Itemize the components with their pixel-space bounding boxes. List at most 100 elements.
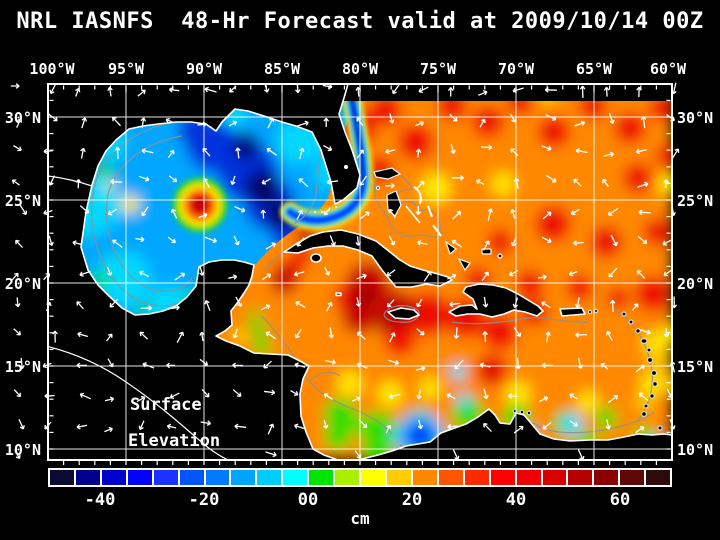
vector-arrow-icon [229,85,237,93]
vector-arrow-icon [75,179,82,189]
lesser-antilles-islands [512,308,663,431]
vector-arrow-icon [166,423,177,430]
vector-arrow-icon [608,112,615,124]
vector-arrow-icon [139,175,150,182]
vector-arrow-icon [232,389,242,397]
lon-tick: 70°W [497,60,535,78]
vector-arrow-icon [388,235,396,246]
colorbar-tick: 00 [297,490,319,510]
vector-arrow-icon [513,327,522,337]
colorbar [48,468,672,487]
vector-arrow-icon [15,239,24,249]
vector-arrow-icon [603,86,610,97]
vector-arrow-icon [451,174,464,181]
vector-arrow-icon [107,86,113,97]
lat-tick: 20°N [677,275,714,293]
vector-arrow-icon [16,118,23,128]
vector-arrow-icon [141,148,154,154]
vector-arrow-icon [265,331,276,340]
vector-arrow-icon [671,296,678,309]
vector-arrow-icon [447,87,454,97]
vector-arrow-icon [541,301,551,309]
lon-tick: 95°W [107,60,145,78]
vector-arrow-icon [482,331,488,342]
vector-arrow-icon [294,328,302,339]
colorbar-tick: 60 [609,490,631,510]
colorbar-cell [412,470,439,485]
colorbar-cell [594,470,621,485]
vector-arrow-icon [46,301,52,312]
vector-arrow-icon [452,210,462,220]
vector-arrow-icon [11,179,20,186]
vector-arrow-icon [569,393,578,400]
vector-arrow-icon [600,362,609,370]
lat-tick: 15°N [677,358,714,376]
colorbar-cell [179,470,206,485]
vector-arrow-icon [385,148,396,155]
vector-arrow-icon [355,297,362,307]
vector-arrow-icon [135,236,145,243]
vector-arrow-icon [140,305,152,311]
colorbar-cell [75,470,102,485]
latitude-axis-left: 30°N 25°N 20°N 15°N 10°N [0,84,45,460]
colorbar-cell [438,470,465,485]
vector-arrow-icon [416,389,422,400]
colorbar-cell [568,470,595,485]
vector-arrow-icon [293,271,305,277]
vector-arrow-icon [198,212,208,219]
vector-arrow-icon [389,332,396,343]
vector-arrow-icon [52,330,58,343]
vector-arrow-icon [43,272,51,281]
vector-arrow-icon [80,147,86,159]
vector-arrow-icon [573,178,582,187]
hispaniola-land [448,283,544,318]
vector-arrow-icon [294,362,306,368]
puerto-rico-land [559,307,586,317]
vector-arrow-icon [267,117,275,129]
vector-arrow-icon [76,362,87,369]
vector-arrow-icon [107,358,114,368]
lon-tick: 100°W [29,60,75,78]
vector-arrow-icon [663,179,669,189]
vector-arrow-icon [638,209,651,216]
vector-arrow-icon [603,151,614,158]
vector-arrow-icon [77,331,89,338]
isla-juventud-land [310,253,322,263]
vector-arrow-icon [262,273,272,281]
vector-arrow-icon [199,331,205,342]
colorbar-tick: 40 [505,490,527,510]
vector-arrow-icon [637,235,648,245]
vector-arrow-icon [545,331,551,343]
no-data-band [338,84,672,101]
vector-arrow-icon [356,273,367,280]
vector-arrow-icon [512,87,524,94]
vector-arrow-icon [165,117,175,124]
vector-arrow-icon [636,270,646,279]
vector-arrow-icon [636,86,642,98]
vector-arrow-icon [389,113,395,124]
colorbar-cell [464,470,491,485]
vector-arrow-icon [384,182,395,189]
vector-arrow-icon [104,426,113,433]
colorbar-cell [50,470,76,485]
vector-arrow-icon [416,328,425,336]
vector-arrow-icon [385,424,392,434]
vector-arrow-icon [356,362,368,369]
vector-arrow-icon [197,121,207,128]
bahamas-islands [373,167,503,272]
vector-arrow-icon [417,419,424,430]
vector-arrow-icon [638,392,649,402]
vector-arrow-icon [475,179,485,185]
vector-arrow-icon [570,208,580,216]
colorbar-cell [283,470,310,485]
vector-arrow-icon [415,120,425,127]
vector-arrow-icon [637,181,649,188]
vector-arrow-icon [13,144,22,152]
vector-arrow-icon [290,390,299,396]
vector-arrow-icon [449,301,461,308]
vector-arrow-icon [167,150,175,158]
lat-tick: 10°N [4,441,41,459]
vector-arrow-icon [537,274,547,280]
vector-arrow-icon [515,357,522,370]
vector-arrow-icon [169,392,180,399]
